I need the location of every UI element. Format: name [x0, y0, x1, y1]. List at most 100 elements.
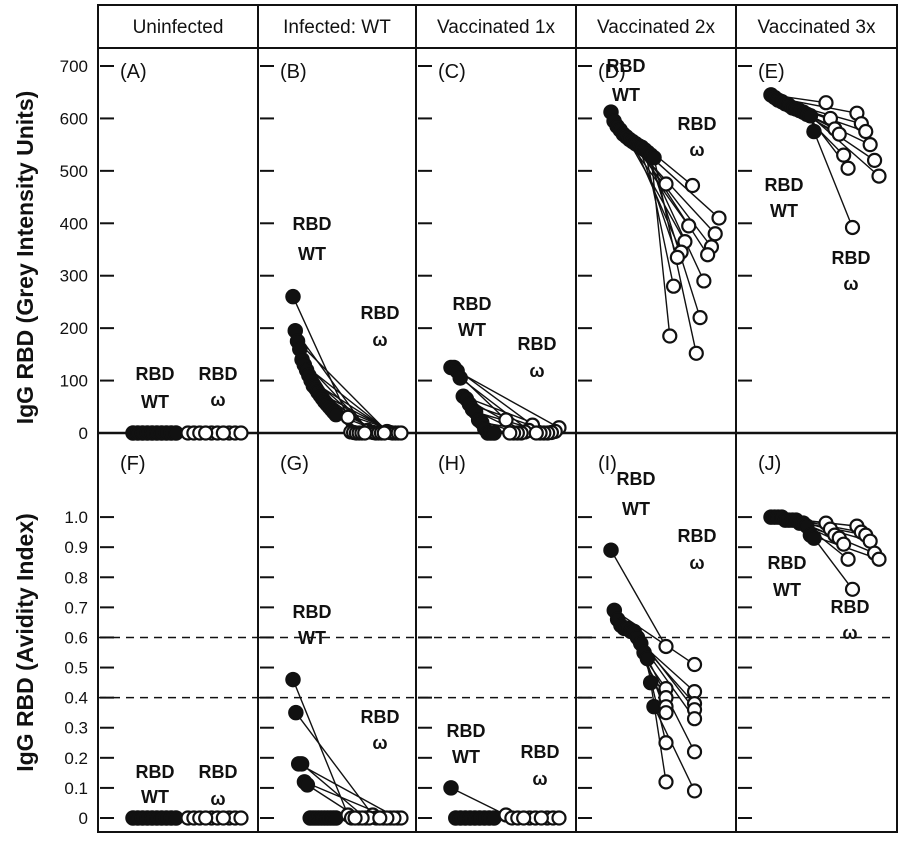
rbd-wt-label: RBD — [136, 762, 175, 782]
rbd-wt-label: RBD — [293, 214, 332, 234]
panel-label: (I) — [598, 453, 617, 475]
rbd-omega-label: ω — [843, 274, 858, 294]
rbd-wt-label: WT — [773, 580, 801, 600]
y-tick-label: 100 — [60, 372, 88, 391]
rbd-wt-point — [642, 674, 659, 691]
rbd-wt-label: WT — [622, 499, 650, 519]
rbd-omega-point — [866, 152, 883, 168]
pair-line — [813, 537, 854, 590]
pair-line — [809, 115, 880, 177]
rbd-wt-label: WT — [298, 244, 326, 264]
rbd-omega-point — [844, 581, 861, 597]
rbd-omega-label: ω — [372, 330, 387, 350]
pair-line — [450, 787, 507, 816]
column-header: Vaccinated 2x — [597, 17, 715, 38]
rbd-omega-point — [393, 425, 409, 441]
panel-label: (A) — [120, 61, 147, 83]
y-axis-label: IgG RBD (Avidity Index) — [12, 513, 38, 772]
rbd-omega-label: ω — [210, 390, 225, 410]
rbd-omega-label: RBD — [521, 742, 560, 762]
rbd-omega-point — [681, 218, 697, 234]
rbd-omega-point — [692, 310, 708, 326]
rbd-wt-label: WT — [141, 392, 169, 412]
rbd-wt-point — [806, 530, 822, 546]
rbd-omega-point — [347, 810, 363, 826]
panel-label: (F) — [120, 453, 146, 475]
rbd-wt-label: WT — [458, 320, 486, 340]
rbd-wt-label: WT — [298, 628, 326, 648]
rbd-omega-point — [516, 810, 532, 826]
rbd-wt-point — [452, 370, 468, 386]
rbd-omega-point — [871, 551, 887, 567]
rbd-omega-point — [215, 810, 231, 826]
y-tick-label: 0.4 — [64, 689, 88, 708]
pair-line — [653, 706, 696, 792]
rbd-omega-point — [662, 328, 678, 344]
pair-line — [298, 763, 398, 819]
rbd-omega-label: ω — [532, 769, 547, 789]
rbd-omega-label: ω — [842, 623, 857, 643]
rbd-wt-point — [293, 756, 310, 772]
column-header: Uninfected — [133, 17, 224, 38]
rbd-omega-point — [871, 168, 887, 184]
rbd-omega-label: RBD — [678, 526, 717, 546]
y-tick-label: 700 — [60, 57, 88, 76]
pair-line — [301, 763, 367, 819]
rbd-omega-point — [502, 425, 518, 441]
rbd-omega-point — [658, 638, 674, 655]
rbd-wt-point — [603, 542, 619, 558]
rbd-omega-point — [658, 176, 674, 192]
rbd-omega-point — [528, 425, 544, 441]
y-tick-label: 0.3 — [64, 719, 88, 738]
rbd-wt-label: WT — [612, 85, 640, 105]
panel-label: (J) — [758, 453, 781, 475]
rbd-omega-point — [551, 810, 567, 826]
rbd-omega-point — [840, 551, 856, 567]
pair-line — [292, 296, 349, 418]
pair-line — [644, 149, 675, 287]
rbd-omega-label: RBD — [361, 303, 400, 323]
rbd-omega-point — [376, 425, 392, 441]
rbd-omega-point — [840, 160, 856, 176]
rbd-omega-point — [372, 810, 388, 826]
rbd-omega-point — [498, 412, 514, 428]
rbd-wt-point — [802, 108, 819, 124]
rbd-omega-label: RBD — [199, 364, 238, 384]
panel-label: (C) — [438, 61, 466, 83]
rbd-omega-point — [696, 273, 712, 289]
rbd-wt-label: RBD — [768, 553, 807, 573]
y-tick-label: 400 — [60, 214, 88, 233]
rbd-wt-point — [285, 671, 301, 688]
rbd-omega-point — [858, 123, 874, 140]
rbd-omega-point — [665, 278, 682, 294]
rbd-wt-point — [639, 650, 656, 667]
rbd-omega-point — [684, 177, 701, 194]
rbd-omega-point — [836, 147, 852, 163]
rbd-omega-point — [700, 247, 716, 263]
rbd-wt-label: RBD — [453, 294, 492, 314]
rbd-wt-label: WT — [452, 747, 480, 767]
panel-label: (E) — [758, 61, 785, 83]
rbd-omega-label: ω — [689, 140, 704, 160]
rbd-omega-point — [862, 137, 878, 153]
rbd-omega-point — [658, 735, 674, 751]
rbd-wt-label: RBD — [765, 175, 804, 195]
rbd-omega-point — [707, 226, 723, 242]
rbd-omega-point — [357, 425, 373, 441]
column-header: Vaccinated 1x — [437, 17, 555, 38]
rbd-omega-point — [844, 219, 861, 236]
rbd-wt-label: WT — [141, 787, 169, 807]
column-header: Infected: WT — [283, 17, 391, 38]
rbd-wt-point — [486, 425, 502, 441]
pair-line — [613, 609, 695, 666]
rbd-omega-point — [686, 711, 703, 727]
rbd-omega-point — [198, 425, 214, 441]
pair-line — [303, 364, 391, 434]
rbd-omega-point — [533, 810, 549, 826]
y-axis-label: IgG RBD (Grey Intensity Units) — [12, 91, 38, 425]
rbd-omega-point — [233, 425, 249, 441]
y-tick-label: 0 — [79, 424, 88, 443]
rbd-omega-label: ω — [689, 553, 704, 573]
y-tick-label: 1.0 — [64, 508, 88, 527]
